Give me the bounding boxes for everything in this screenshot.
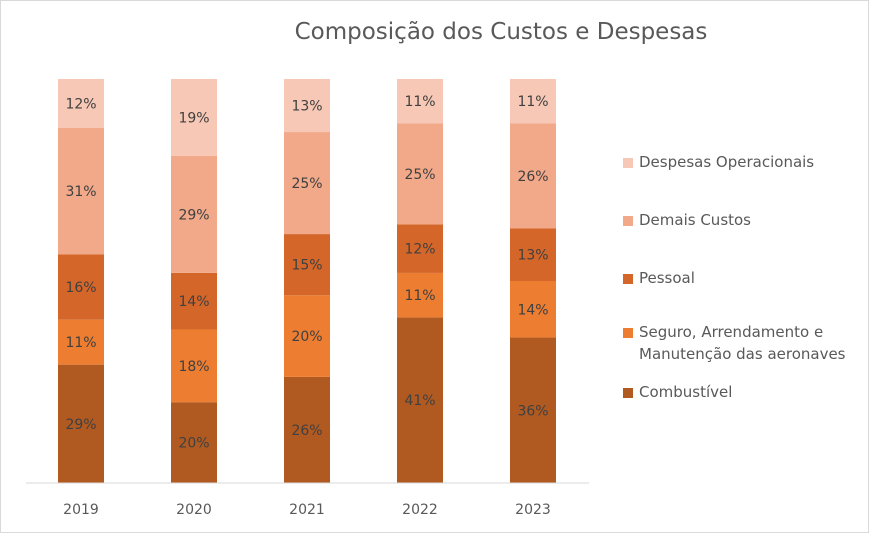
data-label-2019-demais-custos: 31% [65, 184, 96, 200]
data-label-2020-pessoal: 14% [178, 294, 209, 310]
data-label-2020-despesas-operacionais: 19% [178, 110, 209, 126]
legend-item-despesas-operacionais: Despesas Operacionais [623, 151, 814, 173]
bar-2021-despesas-operacionais [284, 79, 330, 133]
data-label-2022-pessoal: 12% [404, 242, 435, 258]
legend-item-combustivel: Combustível [623, 381, 732, 403]
data-label-2023-combustivel: 36% [517, 403, 548, 419]
legend-label: Pessoal [639, 269, 695, 287]
legend-swatch [623, 388, 633, 398]
legend-label: Despesas Operacionais [639, 153, 815, 171]
bar-2019-pessoal [58, 254, 104, 320]
legend-label: Seguro, Arrendamento e Manutenção das aer… [639, 323, 846, 363]
x-tick-label-2020: 2020 [176, 502, 212, 518]
data-label-2023-demais-custos: 26% [517, 169, 548, 185]
data-label-2022-demais-custos: 25% [404, 167, 435, 183]
bar-2020-despesas-operacionais [171, 79, 217, 156]
bar-2023-demais-custos [510, 123, 556, 229]
bar-2021-combustivel [284, 376, 330, 483]
bar-2022-seguro-arrendamento-e-manutencao-das-aeronaves [397, 272, 443, 318]
bar-2019-despesas-operacionais [58, 79, 104, 128]
data-label-2021-demais-custos: 25% [291, 176, 322, 192]
bar-2023-despesas-operacionais [510, 79, 556, 124]
data-label-2019-despesas-operacionais: 12% [65, 96, 96, 112]
bar-2021-demais-custos [284, 132, 330, 235]
x-tick-label-2023: 2023 [515, 502, 551, 518]
legend-swatch [623, 328, 633, 338]
bar-2020-combustivel [171, 402, 217, 483]
legend-item-seguro-arrendamento-e-manutencao-das-aeronaves: Seguro, Arrendamento e Manutenção das aer… [623, 321, 846, 365]
legend-item-pessoal: Pessoal [623, 267, 695, 289]
bar-2021-seguro-arrendamento-e-manutencao-das-aeronaves [284, 295, 330, 377]
legend-label: Combustível [639, 383, 733, 401]
bar-2022-demais-custos [397, 123, 443, 225]
bars-layer: 29% 11% 16% 31% 12% 20% 18% 14% 29% 19% 26% 20% 15% 2… [58, 79, 556, 483]
legend-swatch [623, 158, 633, 168]
data-label-2022-seguro-arrendamento-e-manutencao-das-aeronaves: 11% [404, 288, 435, 304]
bar-2019-combustivel [58, 364, 104, 483]
x-tick-labels: 2019 2020 2021 2022 2023 [63, 502, 551, 518]
bar-2020-demais-custos [171, 155, 217, 273]
data-label-2023-pessoal: 13% [517, 248, 548, 264]
data-label-2020-combustivel: 20% [178, 436, 209, 452]
bar-2023-seguro-arrendamento-e-manutencao-das-aeronaves [510, 281, 556, 338]
data-label-2023-despesas-operacionais: 11% [517, 94, 548, 110]
x-tick-label-2019: 2019 [63, 502, 99, 518]
data-label-2022-despesas-operacionais: 11% [404, 94, 435, 110]
data-label-2023-seguro-arrendamento-e-manutencao-das-aeronaves: 14% [517, 302, 548, 318]
bar-2022-combustivel [397, 317, 443, 483]
data-label-2022-combustivel: 41% [404, 393, 435, 409]
bar-2020-pessoal [171, 272, 217, 330]
bar-2023-pessoal [510, 228, 556, 281]
data-label-2021-combustivel: 26% [291, 423, 322, 439]
data-label-2019-combustivel: 29% [65, 417, 96, 433]
bar-2022-pessoal [397, 224, 443, 273]
data-label-2021-seguro-arrendamento-e-manutencao-das-aeronaves: 20% [291, 329, 322, 345]
data-label-2020-demais-custos: 29% [178, 207, 209, 223]
data-label-2020-seguro-arrendamento-e-manutencao-das-aeronaves: 18% [178, 359, 209, 375]
legend-label: Demais Custos [639, 211, 752, 229]
data-label-2021-pessoal: 15% [291, 258, 322, 274]
bar-2019-demais-custos [58, 127, 104, 255]
legend-item-demais-custos: Demais Custos [623, 209, 751, 231]
bar-2020-seguro-arrendamento-e-manutencao-das-aeronaves [171, 329, 217, 403]
data-label-2021-despesas-operacionais: 13% [291, 99, 322, 115]
data-label-2019-seguro-arrendamento-e-manutencao-das-aeronaves: 11% [65, 335, 96, 351]
bar-2023-combustivel [510, 337, 556, 483]
x-tick-label-2021: 2021 [289, 502, 325, 518]
legend-swatch [623, 216, 633, 226]
data-label-2019-pessoal: 16% [65, 280, 96, 296]
bar-2019-seguro-arrendamento-e-manutencao-das-aeronaves [58, 319, 104, 365]
legend-swatch [623, 274, 633, 284]
x-tick-label-2022: 2022 [402, 502, 438, 518]
bar-2021-pessoal [284, 234, 330, 296]
bar-2022-despesas-operacionais [397, 79, 443, 124]
chart-title: Composição dos Custos e Despesas [294, 19, 708, 45]
